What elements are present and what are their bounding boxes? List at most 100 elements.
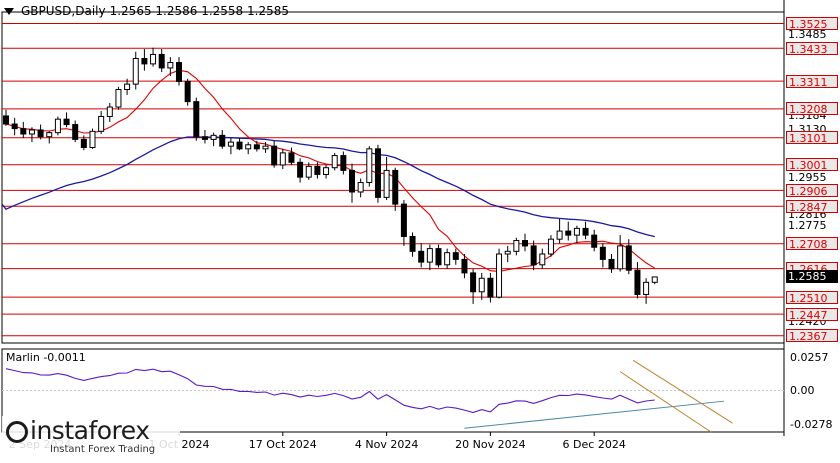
candle-bull xyxy=(651,276,658,283)
candle-bear xyxy=(37,129,44,138)
candle-bear xyxy=(236,141,243,150)
candle-bull xyxy=(478,277,485,293)
candle-bear xyxy=(400,203,407,237)
candle-bull xyxy=(357,182,364,193)
time-label: 4 Nov 2024 xyxy=(354,438,419,451)
candle-bear xyxy=(253,144,260,150)
logo-icon xyxy=(6,421,28,443)
candle-bear xyxy=(522,240,528,247)
price-axis-label: 1.2775 xyxy=(786,219,838,233)
candle-bull xyxy=(279,152,286,166)
candle-bear xyxy=(176,62,182,82)
candle-bull xyxy=(210,134,217,140)
candle-bear xyxy=(392,169,399,205)
level-price-label: 1.2708 xyxy=(786,237,838,251)
candle-bear xyxy=(591,234,598,248)
oscillator-trendline xyxy=(464,400,725,429)
candle-bull xyxy=(227,141,234,147)
symbol-label: GBPUSD,Daily xyxy=(21,4,106,18)
level-price-label: 1.2906 xyxy=(786,183,838,198)
candle-bear xyxy=(141,57,148,65)
level-price-label: 1.3525 xyxy=(786,16,838,31)
candle-bull xyxy=(262,145,269,150)
chart-header: GBPUSD,Daily 1.2565 1.2586 1.2558 1.2585 xyxy=(4,4,289,18)
candle-bull xyxy=(573,227,580,236)
candle-bear xyxy=(374,148,381,198)
indicator-label: Marlin -0.0011 xyxy=(6,351,86,364)
channel-line-lower xyxy=(619,371,712,433)
indicator-axis-label: -0.0278 xyxy=(790,418,833,432)
candle-bear xyxy=(418,250,425,263)
candle-bull xyxy=(305,165,312,178)
candle-bull xyxy=(331,155,338,169)
candle-bull xyxy=(115,89,122,108)
indicator-axis-label: 0.0257 xyxy=(790,351,829,365)
current-price-label: 1.2585 xyxy=(786,270,838,284)
candle-bear xyxy=(201,136,208,140)
chevron-down-icon[interactable] xyxy=(4,7,14,15)
time-label: 17 Oct 2024 xyxy=(248,438,317,451)
candle-bull xyxy=(617,245,624,270)
candle-bear xyxy=(219,134,226,147)
candle-bull xyxy=(124,83,131,91)
time-label: 6 Dec 2024 xyxy=(562,438,626,451)
candle-bear xyxy=(11,123,18,130)
candle-bull xyxy=(496,253,503,298)
candle-bear xyxy=(599,246,606,260)
candle-bull xyxy=(132,57,139,85)
candle-bear xyxy=(297,161,304,178)
candle-bear xyxy=(63,118,70,126)
candle-bear xyxy=(349,169,355,193)
candle-bear xyxy=(72,124,79,140)
candle-bull xyxy=(106,106,113,117)
candle-bear xyxy=(3,115,9,125)
candle-bear xyxy=(625,245,632,271)
level-price-label: 1.3101 xyxy=(786,131,838,145)
level-price-label: 1.3001 xyxy=(786,158,838,172)
candle-bear xyxy=(461,258,468,274)
candle-bull xyxy=(323,167,330,175)
ohlc-readout: 1.2565 1.2586 1.2558 1.2585 xyxy=(109,4,289,18)
candle-bull xyxy=(643,281,650,295)
candle-bear xyxy=(158,53,165,69)
candle-bull xyxy=(98,115,105,132)
candle-bear xyxy=(487,277,494,298)
logo-brand: instaforex xyxy=(30,416,150,445)
level-price-label: 1.3433 xyxy=(786,41,838,56)
level-price-label: 1.3208 xyxy=(786,102,838,116)
price-axis-label: 1.2955 xyxy=(786,170,838,184)
candle-bear xyxy=(452,252,459,260)
candle-bull xyxy=(547,238,554,255)
candle-bear xyxy=(288,152,295,163)
candle-bull xyxy=(556,230,563,240)
candle-bull xyxy=(167,62,174,69)
candle-bull xyxy=(539,253,546,266)
candle-bull xyxy=(366,148,373,184)
candle-bear xyxy=(634,269,641,295)
logo-tagline: Instant Forex Trading xyxy=(50,444,156,455)
price-axis-label: 1.3485 xyxy=(786,27,838,41)
candle-bear xyxy=(340,155,347,171)
candle-bear xyxy=(409,235,416,252)
watermark-logo: instaforex Instant Forex Trading xyxy=(2,416,180,458)
indicator-axis-label: 0.00 xyxy=(790,383,815,397)
candle-bull xyxy=(444,252,451,266)
marlin-line xyxy=(5,368,655,414)
candle-bull xyxy=(28,129,35,135)
candle-bull xyxy=(504,250,511,255)
candle-bear xyxy=(435,248,442,266)
candle-bull xyxy=(245,144,252,150)
channel-line-upper xyxy=(632,359,733,424)
candle-bear xyxy=(565,230,572,236)
candle-bear xyxy=(193,101,200,138)
candle-bear xyxy=(20,128,27,135)
candle-bear xyxy=(582,227,589,236)
candle-bull xyxy=(46,132,53,138)
candle-bear xyxy=(314,165,321,175)
fast-moving-average-line xyxy=(5,69,656,272)
level-price-label: 1.3311 xyxy=(786,74,838,89)
candle-bear xyxy=(530,245,537,266)
candle-bull xyxy=(513,240,520,252)
